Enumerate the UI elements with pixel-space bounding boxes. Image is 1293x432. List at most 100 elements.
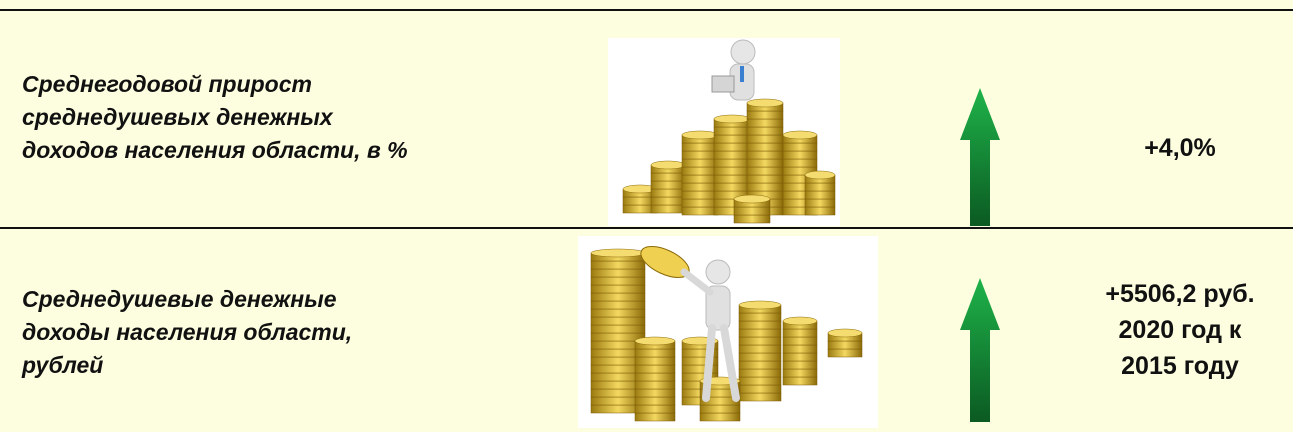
value-line: +4,0%: [1144, 134, 1216, 162]
coin: [746, 110, 784, 120]
coin: [713, 182, 751, 192]
value-line: 2020 год к: [1118, 316, 1242, 344]
coin: [713, 158, 751, 168]
coin: [827, 348, 863, 358]
coin-top: [634, 336, 676, 346]
coin: [746, 174, 784, 184]
coin: [681, 206, 719, 216]
coin: [782, 376, 818, 386]
tie: [740, 66, 744, 82]
label-line: рублей: [22, 352, 104, 378]
coin: [738, 384, 782, 394]
coin: [804, 198, 836, 208]
coin-top: [590, 248, 646, 258]
coin-top: [650, 160, 686, 170]
figure-arm: [680, 268, 714, 296]
coin: [738, 328, 782, 338]
coin: [590, 292, 646, 302]
coin: [650, 204, 686, 214]
coin: [713, 142, 751, 152]
coin: [590, 316, 646, 326]
coin: [699, 404, 741, 414]
coin: [738, 368, 782, 378]
coin: [738, 336, 782, 346]
coin-top: [804, 170, 836, 180]
coin: [738, 320, 782, 330]
coin: [634, 372, 676, 382]
row-label: Среднедушевые денежные доходы населения о…: [22, 283, 352, 382]
laptop: [711, 75, 735, 93]
label-line: Среднедушевые денежные: [22, 286, 337, 312]
coin: [746, 142, 784, 152]
coin-top: [733, 194, 771, 204]
coin: [827, 340, 863, 350]
value-line: +5506,2 руб.: [1105, 280, 1255, 308]
coin: [713, 150, 751, 160]
middle-rule: [0, 227, 1293, 229]
figure-leg: [720, 324, 740, 402]
coin: [590, 268, 646, 278]
coin: [782, 360, 818, 370]
coin: [733, 214, 771, 224]
coin: [782, 142, 818, 152]
coin-top: [746, 98, 784, 108]
coin: [634, 388, 676, 398]
coin: [804, 190, 836, 200]
coin: [782, 150, 818, 160]
coin: [634, 380, 676, 390]
coin: [650, 172, 686, 182]
coin: [634, 404, 676, 414]
coin: [782, 328, 818, 338]
coin: [650, 188, 686, 198]
row-value: +4,0%: [1060, 130, 1293, 166]
coin: [650, 196, 686, 206]
coin: [590, 284, 646, 294]
coin: [681, 150, 719, 160]
coin: [713, 166, 751, 176]
coin: [746, 166, 784, 176]
coin-top: [713, 114, 751, 124]
coin: [681, 174, 719, 184]
label-line: доходов населения области, в %: [22, 137, 408, 163]
coin: [634, 396, 676, 406]
row-value: +5506,2 руб. 2020 год к 2015 году: [1060, 276, 1293, 384]
coin: [634, 412, 676, 422]
coin: [746, 158, 784, 168]
coin: [681, 198, 719, 208]
coin: [713, 174, 751, 184]
coin: [681, 158, 719, 168]
coin: [634, 348, 676, 358]
coin: [590, 260, 646, 270]
coin-top: [681, 130, 719, 140]
coin-top: [738, 300, 782, 310]
up-arrow: [960, 278, 1000, 422]
coin: [713, 126, 751, 136]
coin: [681, 142, 719, 152]
coin: [590, 324, 646, 334]
label-line: Среднегодовой прирост: [22, 71, 312, 97]
coin: [713, 134, 751, 144]
coin: [782, 158, 818, 168]
coin: [782, 344, 818, 354]
coin: [746, 126, 784, 136]
label-line: доходы населения области,: [22, 319, 353, 345]
coin: [746, 118, 784, 128]
coin: [590, 300, 646, 310]
coin: [746, 182, 784, 192]
coin: [738, 312, 782, 322]
coin: [650, 180, 686, 190]
coin: [738, 376, 782, 386]
coin: [681, 190, 719, 200]
up-arrow: [960, 88, 1000, 226]
coin-top: [782, 316, 818, 326]
coin: [738, 392, 782, 402]
coin-top: [782, 130, 818, 140]
coin-top: [827, 328, 863, 338]
coin: [804, 182, 836, 192]
figure-head: [705, 259, 731, 285]
coin: [782, 352, 818, 362]
coin: [738, 360, 782, 370]
coin: [782, 368, 818, 378]
